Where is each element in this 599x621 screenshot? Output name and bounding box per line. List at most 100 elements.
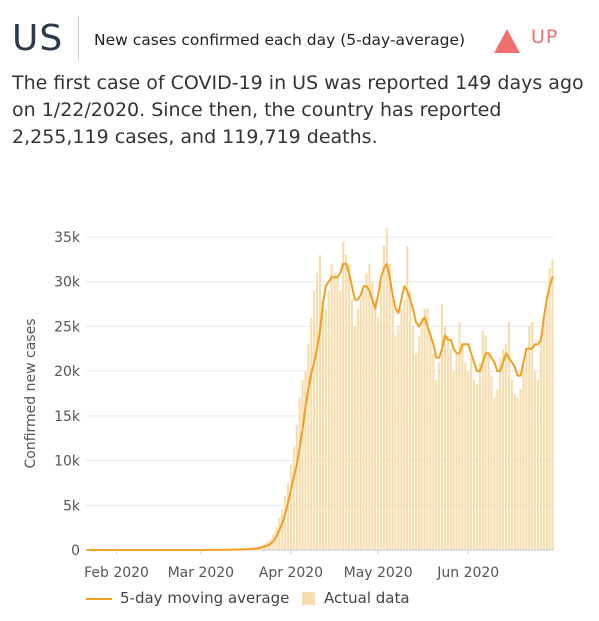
data-bar xyxy=(426,308,429,550)
data-bar xyxy=(304,371,307,550)
data-bar xyxy=(301,380,304,550)
data-bar xyxy=(429,335,432,550)
data-bar xyxy=(353,326,356,550)
data-bar xyxy=(551,259,554,550)
data-bar xyxy=(394,335,397,550)
data-bar xyxy=(487,353,490,550)
data-bar xyxy=(391,299,394,550)
data-bar xyxy=(321,299,324,550)
data-bar xyxy=(548,268,551,550)
data-bar xyxy=(409,290,412,550)
data-bar xyxy=(438,362,441,550)
cases-chart: 0 5k 10k 15k 20k 25k 30k 35k Feb 2020 Mar 2020 Apr… xyxy=(23,228,554,581)
data-bar xyxy=(295,424,298,550)
data-bar xyxy=(310,317,313,550)
legend-line-label: 5-day moving average xyxy=(120,589,290,607)
data-bar xyxy=(324,308,327,550)
data-bar xyxy=(496,389,499,550)
data-bar xyxy=(330,263,333,550)
data-bar xyxy=(365,272,368,550)
data-bar xyxy=(507,321,510,550)
y-tick-label: 15k xyxy=(54,409,81,425)
data-bar xyxy=(327,290,330,550)
data-bar xyxy=(502,348,505,550)
x-tick-label: Jun 2020 xyxy=(436,565,499,581)
moving-average-line xyxy=(86,262,554,551)
data-bar xyxy=(313,290,316,550)
data-bar xyxy=(345,254,348,550)
data-bar xyxy=(307,344,310,550)
data-bar xyxy=(339,290,342,550)
data-bar xyxy=(536,380,540,550)
data-bar xyxy=(484,335,487,550)
data-bar xyxy=(371,281,374,550)
chart-subtitle: New cases confirmed each day (5-day-aver… xyxy=(94,31,466,49)
data-bar xyxy=(470,357,473,550)
data-bar xyxy=(443,326,447,550)
data-bar xyxy=(414,353,417,550)
data-bar xyxy=(490,375,493,550)
legend-line-swatch xyxy=(86,598,112,600)
data-bar xyxy=(356,308,359,550)
data-bar xyxy=(435,380,438,550)
data-bar xyxy=(522,366,525,550)
y-tick-label: 30k xyxy=(54,275,81,291)
data-bar xyxy=(377,317,380,550)
country-title: US xyxy=(12,18,64,59)
data-bar xyxy=(359,299,362,550)
data-bar xyxy=(441,304,444,550)
data-bar xyxy=(539,335,542,550)
data-bar xyxy=(499,357,502,550)
data-bar xyxy=(368,263,371,550)
data-bar xyxy=(478,362,481,550)
data-bar xyxy=(286,482,290,550)
y-tick-label: 0 xyxy=(71,543,80,559)
data-bar xyxy=(519,389,522,550)
data-bar xyxy=(528,326,531,550)
data-bar xyxy=(417,335,420,550)
data-bar xyxy=(475,384,479,550)
data-bar xyxy=(545,299,548,550)
data-bar xyxy=(473,380,476,550)
data-bar xyxy=(385,228,388,551)
data-bar xyxy=(403,299,406,550)
y-tick-label: 5k xyxy=(63,498,81,514)
data-bar xyxy=(406,245,409,550)
data-bar xyxy=(318,254,322,550)
data-bar xyxy=(342,241,345,550)
legend-bar-label: Actual data xyxy=(324,589,410,607)
y-axis-label: Confirmed new cases xyxy=(23,319,39,469)
data-bar xyxy=(284,496,287,550)
trend-indicator: UP xyxy=(494,26,589,56)
data-bar xyxy=(516,397,519,550)
x-tick-label: Feb 2020 xyxy=(84,565,149,581)
data-bar xyxy=(362,290,365,550)
data-bar xyxy=(333,272,336,550)
data-bar xyxy=(420,317,423,550)
data-bar xyxy=(455,353,458,550)
data-bar xyxy=(379,281,383,550)
x-tick-label: Mar 2020 xyxy=(168,565,235,581)
y-tick-label: 35k xyxy=(54,230,81,246)
data-bar xyxy=(298,397,301,550)
y-tick-label: 10k xyxy=(54,454,81,470)
data-bar xyxy=(449,348,452,550)
data-bar xyxy=(446,335,449,550)
data-bar xyxy=(388,263,391,550)
summary-text: The first case of COVID-19 in US was rep… xyxy=(12,72,584,148)
data-bar xyxy=(464,362,467,550)
data-bar xyxy=(281,508,284,550)
x-tick-label: May 2020 xyxy=(344,565,413,581)
data-bar xyxy=(458,321,461,550)
data-bar xyxy=(493,397,496,550)
page-header: US New cases confirmed each day (5-day-a… xyxy=(12,14,587,64)
data-bar xyxy=(336,277,339,550)
trend-label: UP xyxy=(531,26,559,48)
data-bar xyxy=(400,308,403,550)
data-bar xyxy=(513,393,516,550)
y-tick-label: 20k xyxy=(54,364,81,380)
data-bar xyxy=(350,299,354,550)
data-bar xyxy=(292,447,295,550)
data-bar xyxy=(397,326,400,550)
header-divider xyxy=(78,16,79,60)
